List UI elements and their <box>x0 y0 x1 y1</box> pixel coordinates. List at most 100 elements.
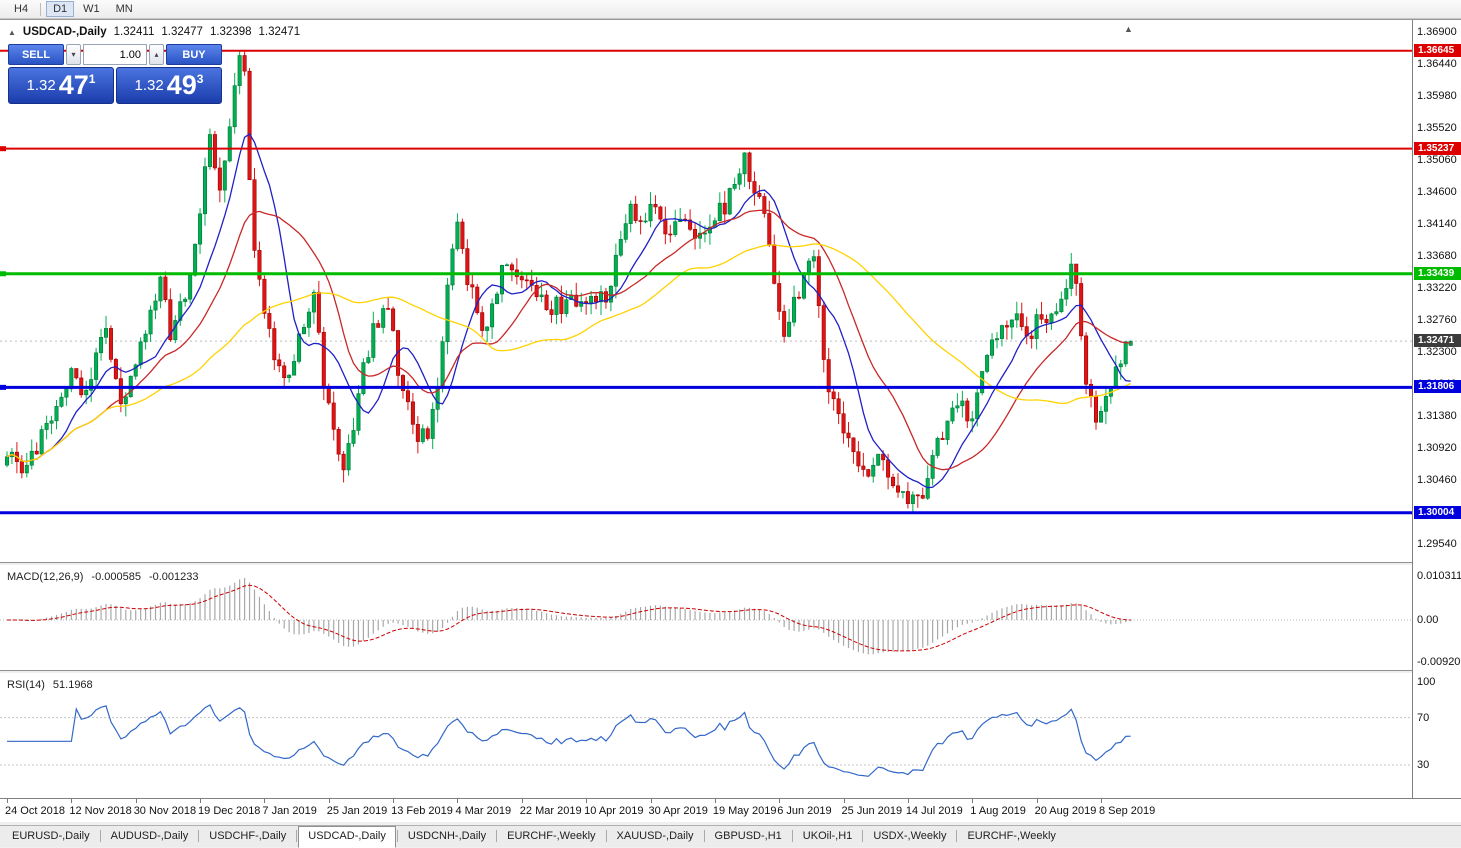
rsi-axis-label: 30 <box>1417 759 1430 772</box>
date-label: 30 Apr 2019 <box>648 805 708 817</box>
tab-gbpusd-h1[interactable]: GBPUSD-,H1 <box>714 830 782 842</box>
chart-shift-marker-icon[interactable]: ▲ <box>1124 24 1133 34</box>
time-axis-tick <box>457 799 459 803</box>
price-tick: 1.31380 <box>1417 410 1457 422</box>
timeframe-button-d1[interactable]: D1 <box>46 1 75 17</box>
tab-separator <box>296 830 298 842</box>
price-axis[interactable]: 1.36900 1.36440 1.35980 1.35520 1.35060 1.346… <box>1412 20 1461 798</box>
macd-pane[interactable]: MACD(12,26,9) -0.000585 -0.001233 <box>0 566 1412 670</box>
timeframe-button-w1[interactable]: W1 <box>76 1 107 17</box>
tab-eurchf-weekly[interactable]: EURCHF-,Weekly <box>507 830 596 842</box>
price-tick: 1.34140 <box>1417 218 1457 230</box>
trade-panel-top-row: SELL ▾ ▴ BUY <box>8 44 222 65</box>
macd-axis-label: 0.010311 <box>1417 570 1461 582</box>
tab-usdcnh-daily[interactable]: USDCNH-,Daily <box>407 830 487 842</box>
time-axis-tick <box>135 799 137 803</box>
candles-layer <box>5 50 1133 512</box>
time-axis-tick <box>907 799 909 803</box>
ma-line-21 <box>6 209 1131 471</box>
tab-separator <box>791 830 793 842</box>
time-axis-tick <box>714 799 716 803</box>
toolbar-separator <box>40 2 42 16</box>
time-axis-tick <box>586 799 588 803</box>
ohlc-open: 1.32411 <box>113 26 155 38</box>
price-tick: 1.30920 <box>1417 442 1457 454</box>
time-axis-tick <box>779 799 781 803</box>
price-chart-canvas[interactable] <box>0 20 1412 562</box>
time-axis-tick <box>1100 799 1102 803</box>
price-tick: 1.35060 <box>1417 154 1457 166</box>
level-price-badge: 1.30004 <box>1414 505 1461 519</box>
date-label: 20 Aug 2019 <box>1034 805 1097 817</box>
date-label: 8 Sep 2019 <box>1098 805 1156 817</box>
tab-usdcad-daily[interactable]: USDCAD-,Daily <box>298 826 396 848</box>
level-price-badge: 1.33439 <box>1414 266 1461 280</box>
price-tick: 1.29540 <box>1417 538 1457 550</box>
level-price-badge: 1.36645 <box>1414 43 1461 57</box>
macd-canvas[interactable] <box>0 566 1412 670</box>
price-tick: 1.34600 <box>1417 186 1457 198</box>
date-label: 19 Dec 2018 <box>198 805 261 817</box>
tab-ukoil-h1[interactable]: UKOil-,H1 <box>802 830 853 842</box>
price-tick: 1.32300 <box>1417 346 1457 358</box>
tab-usdchf-daily[interactable]: USDCHF-,Daily <box>209 830 287 842</box>
time-axis-tick <box>650 799 652 803</box>
price-tick: 1.32760 <box>1417 314 1457 326</box>
time-axis-tick <box>200 799 202 803</box>
volume-increase-button[interactable]: ▴ <box>149 44 164 65</box>
volume-input[interactable] <box>83 44 147 65</box>
rsi-canvas[interactable] <box>0 674 1412 798</box>
date-label: 1 Aug 2019 <box>970 805 1026 817</box>
chart-window: ▲ USDCAD-,Daily 1.32411 1.32477 1.32398 … <box>0 19 1461 823</box>
level-edge-marker[interactable] <box>0 271 6 277</box>
tab-audusd-daily[interactable]: AUDUSD-,Daily <box>110 830 189 842</box>
buy-price-main: 1.32 <box>134 77 164 94</box>
tab-separator <box>396 830 398 842</box>
date-label: 25 Jan 2019 <box>326 805 388 817</box>
tab-eurusd-daily[interactable]: EURUSD-,Daily <box>12 830 90 842</box>
buy-button[interactable]: BUY <box>166 44 222 65</box>
sell-button[interactable]: SELL <box>8 44 64 65</box>
time-axis[interactable]: 24 Oct 2018 12 Nov 2018 30 Nov 2018 19 Dec … <box>0 798 1461 823</box>
volume-decrease-button[interactable]: ▾ <box>66 44 81 65</box>
time-axis-tick <box>328 799 330 803</box>
tab-separator <box>99 830 101 842</box>
buy-price-big: 49 <box>166 70 197 100</box>
macd-signal-line <box>7 584 1131 652</box>
tab-usdx-weekly[interactable]: USDX-,Weekly <box>873 830 947 842</box>
time-axis-tick <box>264 799 266 803</box>
macd-label: MACD(12,26,9) -0.000585 -0.001233 <box>7 571 199 583</box>
date-label: 19 May 2019 <box>712 805 777 817</box>
tab-separator <box>198 830 200 842</box>
tab-separator <box>496 830 498 842</box>
macd-axis-label: 0.00 <box>1417 614 1439 626</box>
buy-price-panel[interactable]: 1.32 49 3 <box>116 67 222 104</box>
tab-separator <box>703 830 705 842</box>
pane-separator[interactable] <box>0 670 1461 674</box>
timeframe-button-mn[interactable]: MN <box>109 1 140 17</box>
timeframe-toolbar: H4 D1 W1 MN <box>0 0 1461 19</box>
tab-eurchf-weekly[interactable]: EURCHF-,Weekly <box>967 830 1056 842</box>
tab-xauusd-daily[interactable]: XAUUSD-,Daily <box>616 830 694 842</box>
tab-separator <box>605 830 607 842</box>
date-label: 25 Jun 2019 <box>841 805 903 817</box>
date-label: 10 Apr 2019 <box>584 805 644 817</box>
time-axis-tick <box>393 799 395 803</box>
level-edge-marker[interactable] <box>0 384 6 390</box>
price-pane[interactable]: ▲ USDCAD-,Daily 1.32411 1.32477 1.32398 … <box>0 20 1412 562</box>
pane-separator[interactable] <box>0 562 1461 566</box>
level-edge-marker[interactable] <box>0 146 6 152</box>
rsi-line <box>7 704 1131 777</box>
price-tick: 1.33220 <box>1417 282 1457 294</box>
macd-main-value: -0.000585 <box>91 571 141 583</box>
macd-axis-label: -0.009203 <box>1417 656 1461 668</box>
timeframe-button-h4[interactable]: H4 <box>7 1 35 17</box>
chart-tabs-bar: EURUSD-,Daily AUDUSD-,Daily USDCHF-,Daily U… <box>0 825 1461 848</box>
level-price-badge: 1.35237 <box>1414 141 1461 155</box>
rsi-pane[interactable]: RSI(14) 51.1968 <box>0 674 1412 798</box>
time-axis-tick <box>7 799 8 803</box>
price-tick: 1.35980 <box>1417 90 1457 102</box>
buy-price-sup: 3 <box>196 72 204 86</box>
rsi-label: RSI(14) 51.1968 <box>7 679 93 691</box>
sell-price-panel[interactable]: 1.32 47 1 <box>8 67 114 104</box>
